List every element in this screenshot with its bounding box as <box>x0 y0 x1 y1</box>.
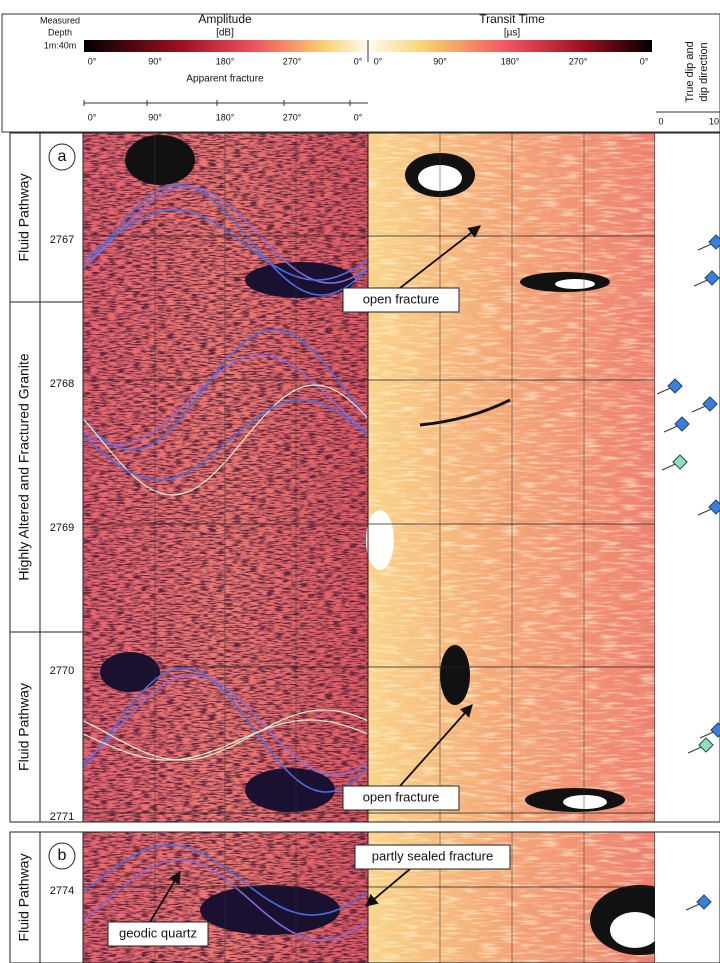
amplitude-title: Amplitude <box>198 12 252 26</box>
colorbar-tick-label: 180° <box>501 56 520 66</box>
depth-label: 2774 <box>50 885 74 897</box>
depth-title: Depth <box>48 27 72 37</box>
panel-frame <box>9 831 720 963</box>
dark-feature <box>125 135 195 185</box>
annotation-label: partly sealed fracture <box>372 848 493 863</box>
zone-label: Fluid Pathway <box>16 854 32 942</box>
zone-label: Fluid Pathway <box>16 683 32 771</box>
dip-tadpole <box>667 378 683 394</box>
overlays: 2767 2768 2769 2770 2771 Fluid Pathway Highly … <box>9 132 720 963</box>
panel <box>83 832 720 963</box>
annotation-arrow <box>399 704 473 787</box>
annotation-box <box>342 785 460 811</box>
annotation-label: geodic quartz <box>119 925 197 940</box>
dark-feature <box>245 262 355 298</box>
panel-frame <box>9 132 720 823</box>
depth-label: 2769 <box>50 522 74 534</box>
open-fracture <box>419 398 511 427</box>
colorbar-tick-label: 0° <box>88 56 97 66</box>
depth-label: 2771 <box>50 811 74 823</box>
dip-tadpole <box>704 270 720 286</box>
panel-letter: b <box>58 847 67 864</box>
dip-tick-label: 10 <box>709 116 719 126</box>
depth-label: 2770 <box>50 665 74 677</box>
annotation-arrow <box>149 870 181 923</box>
panel <box>83 133 720 822</box>
colorbar-tick-label: 270° <box>283 56 302 66</box>
apparent-fracture-title: Apparent fracture <box>186 74 264 85</box>
dip-title: dip direction <box>698 42 710 101</box>
panel-letter: a <box>58 148 67 165</box>
dark-feature <box>200 885 340 935</box>
zone-label: Fluid Pathway <box>16 174 32 262</box>
depth-label: 2768 <box>50 378 74 390</box>
annotation-box <box>354 844 511 870</box>
colorbar-tick-label: 270° <box>569 56 588 66</box>
header-frame <box>1 13 720 133</box>
dark-feature <box>100 652 160 692</box>
transit-unit: [µs] <box>504 28 521 39</box>
dip-tadpole <box>708 499 720 515</box>
transit-title: Transit Time <box>479 12 545 26</box>
colorbar-tick-label: 180° <box>216 112 235 122</box>
transit-texture <box>368 133 655 822</box>
open-fracture <box>366 510 394 570</box>
dip-tadpole <box>708 234 720 250</box>
colorbar-tick-label: 0° <box>88 112 97 122</box>
colorbar-tick-label: 0° <box>354 112 363 122</box>
colorbar-tick-label: 0° <box>374 56 383 66</box>
annotation-arrow <box>365 868 411 907</box>
amplitude-texture <box>83 133 368 822</box>
colorbar-tick-label: 0° <box>640 56 649 66</box>
dark-feature <box>245 768 335 812</box>
dip-tadpole <box>696 894 712 910</box>
open-fracture <box>563 795 607 809</box>
dip-title: True dip and <box>684 41 696 102</box>
zone-label: Highly Altered and Fractured Granite <box>16 353 32 580</box>
dip-track <box>655 133 720 822</box>
open-fracture <box>610 912 655 948</box>
annotation-label: open fracture <box>363 291 440 306</box>
colorbar-tick-label: 0° <box>354 56 363 66</box>
annotation-label: open fracture <box>363 789 440 804</box>
dip-track <box>655 832 720 963</box>
colorbar-tick-label: 90° <box>433 56 447 66</box>
panel-letter-circle <box>48 842 76 870</box>
colorbar-tick-label: 180° <box>216 56 235 66</box>
colorbar-tick-label: 90° <box>148 56 162 66</box>
open-fracture <box>555 279 595 289</box>
dip-tick-label: 0 <box>658 116 663 126</box>
dip-tadpole <box>698 737 714 753</box>
open-fracture <box>440 645 470 705</box>
panel-letter-circle <box>48 143 76 171</box>
dip-tadpole <box>710 722 720 738</box>
amplitude-colorbar <box>84 40 366 52</box>
amplitude-unit: [dB] <box>216 28 234 39</box>
annotation-arrow <box>399 225 481 289</box>
image-logs <box>83 133 720 963</box>
depth-scale: 1m:40m <box>44 40 77 50</box>
depth-title: Measured <box>40 15 80 25</box>
dip-tadpole <box>672 454 688 470</box>
dip-tadpole <box>702 396 718 412</box>
colorbar-tick-label: 90° <box>148 112 162 122</box>
colorbar-tick-label: 270° <box>283 112 302 122</box>
annotation-box <box>107 921 209 947</box>
annotation-box <box>342 287 460 313</box>
transit-colorbar <box>370 40 652 52</box>
depth-label: 2767 <box>50 234 74 246</box>
dip-tadpole <box>674 416 690 432</box>
